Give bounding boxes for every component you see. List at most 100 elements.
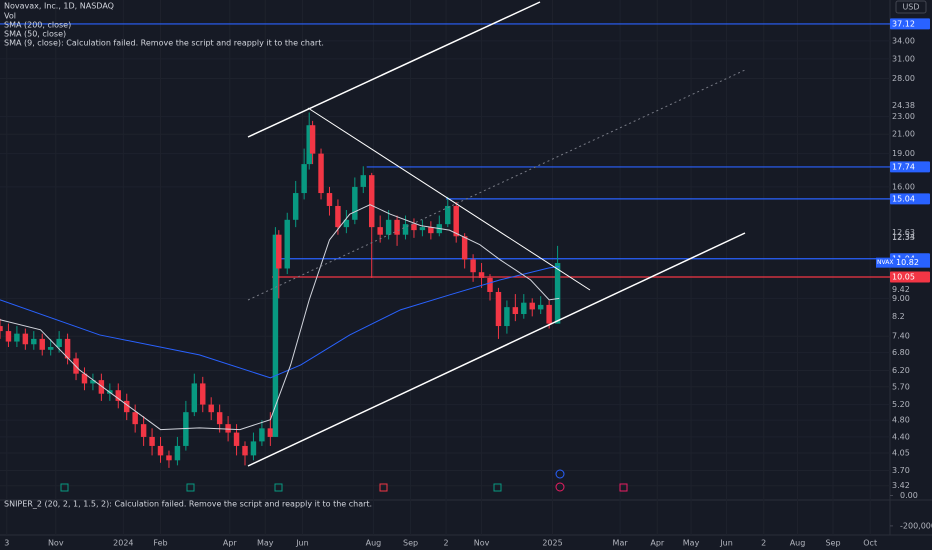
event-icon bbox=[186, 483, 195, 492]
y-tick-label: 3.70 bbox=[892, 466, 910, 475]
y-tick-label: 3.42 bbox=[892, 481, 910, 490]
marks bbox=[0, 23, 890, 468]
event-icon bbox=[619, 483, 628, 492]
x-tick-label: 2024 bbox=[113, 539, 133, 548]
candle-body bbox=[216, 412, 223, 425]
candle-body bbox=[149, 436, 155, 446]
symbol-title: Novavax, Inc., 1D, NASDAQ bbox=[4, 2, 114, 11]
price-label: 12.63 bbox=[892, 228, 915, 237]
candle-body bbox=[428, 227, 434, 234]
last-price-label: 10.82 bbox=[896, 258, 919, 267]
trendline bbox=[247, 232, 746, 467]
x-tick-label: Aug bbox=[790, 539, 806, 548]
candle-body bbox=[90, 380, 96, 384]
price-label: 9.42 bbox=[892, 285, 910, 294]
indicator-label: SMA (50, close) bbox=[4, 30, 66, 39]
x-tick-label: 3 bbox=[4, 539, 9, 548]
candle-body bbox=[14, 333, 20, 342]
candle-body bbox=[554, 263, 561, 324]
price-badge-label: 15.04 bbox=[892, 194, 915, 203]
y-tick-label: 9.00 bbox=[892, 294, 910, 303]
x-tick-label: Mar bbox=[613, 539, 629, 548]
y-tick-label: 34.00 bbox=[892, 36, 915, 45]
y-tick-label: 6.80 bbox=[892, 348, 910, 357]
drawings bbox=[60, 1, 746, 492]
candle-body bbox=[453, 205, 459, 237]
event-icon bbox=[555, 469, 565, 479]
y-tick-label: 6.20 bbox=[892, 366, 910, 375]
pane2-tick-label: 0.00 bbox=[900, 491, 918, 500]
price-badge bbox=[890, 18, 930, 30]
candle-body bbox=[352, 186, 358, 220]
candle-body bbox=[326, 193, 333, 206]
candle-body bbox=[445, 205, 451, 225]
price-label: 8.2 bbox=[892, 312, 905, 321]
candle-body bbox=[360, 175, 366, 187]
x-tick-label: Sep bbox=[825, 539, 840, 548]
price-badge bbox=[890, 271, 930, 283]
y-tick-label: 23.00 bbox=[892, 112, 915, 121]
candle-body bbox=[487, 277, 493, 292]
candle-body bbox=[343, 219, 350, 228]
candle-body bbox=[335, 205, 341, 228]
candle-body bbox=[31, 338, 37, 345]
candle-body bbox=[306, 125, 312, 165]
indicator-label: SNIPER_2 (20, 2, 1, 1.5, 2): Calculation… bbox=[4, 500, 372, 509]
y-tick-label: 16.00 bbox=[892, 182, 915, 191]
y-tick-label: 19.00 bbox=[892, 149, 915, 158]
y-tick-label: 28.00 bbox=[892, 74, 915, 83]
candle-body bbox=[56, 338, 62, 348]
candle-body bbox=[385, 219, 392, 235]
trendline bbox=[307, 107, 591, 291]
x-tick-label: Apr bbox=[223, 539, 238, 548]
candle-body bbox=[521, 302, 527, 315]
x-tick-label: May bbox=[257, 539, 274, 548]
x-tick-label: Nov bbox=[48, 539, 64, 548]
candle-body bbox=[174, 445, 181, 461]
candle-body bbox=[5, 331, 12, 342]
candle-body bbox=[546, 304, 552, 324]
x-tick-label: Jun bbox=[295, 539, 309, 548]
candle-body bbox=[504, 307, 510, 327]
candle-body bbox=[233, 432, 240, 446]
price-label: 12.33 bbox=[892, 233, 915, 242]
candle-body bbox=[81, 373, 88, 384]
candle-body bbox=[166, 455, 172, 461]
sma-line bbox=[0, 266, 560, 379]
candle-body bbox=[309, 125, 316, 154]
grid bbox=[0, 0, 890, 535]
candle-body bbox=[537, 304, 544, 310]
candle-body bbox=[419, 227, 426, 231]
last-price-badge bbox=[894, 257, 930, 268]
last-price-symbol-badge bbox=[876, 257, 894, 268]
candle-body bbox=[98, 380, 105, 394]
candle-body bbox=[225, 424, 231, 433]
candle-body bbox=[157, 445, 164, 456]
candle-body bbox=[47, 347, 54, 350]
y-tick-label: 5.70 bbox=[892, 382, 910, 391]
event-icon bbox=[555, 482, 565, 492]
candle-body bbox=[529, 302, 535, 310]
candle-body bbox=[411, 224, 417, 231]
candle-body bbox=[242, 445, 248, 456]
x-tick-label: 2025 bbox=[542, 539, 562, 548]
candle-body bbox=[512, 307, 519, 315]
candle-body bbox=[64, 338, 71, 359]
candle-body bbox=[208, 404, 214, 413]
x-tick-label: 2 bbox=[761, 539, 766, 548]
candle-body bbox=[267, 428, 274, 437]
candle-body bbox=[276, 234, 282, 269]
candle-body bbox=[200, 383, 206, 405]
y-tick-label: 4.80 bbox=[892, 416, 910, 425]
candle-body bbox=[470, 259, 476, 273]
candle-body bbox=[39, 338, 45, 350]
price-badge-label: 10.05 bbox=[892, 272, 915, 281]
candle-body bbox=[272, 234, 279, 437]
price-badge-label: 17.74 bbox=[892, 162, 915, 171]
candle-body bbox=[394, 219, 400, 235]
candle-body bbox=[478, 272, 485, 278]
x-tick-label: Oct bbox=[863, 539, 877, 548]
x-tick-label: Aug bbox=[366, 539, 382, 548]
indicator-label: Vol bbox=[4, 12, 16, 21]
